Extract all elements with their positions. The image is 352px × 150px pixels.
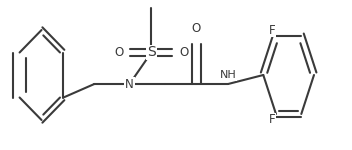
- Text: S: S: [147, 45, 156, 60]
- Text: F: F: [269, 24, 276, 37]
- Text: F: F: [269, 113, 276, 126]
- Text: O: O: [114, 46, 124, 59]
- Text: N: N: [125, 78, 134, 90]
- Text: O: O: [179, 46, 188, 59]
- Text: NH: NH: [220, 70, 237, 80]
- Text: O: O: [192, 22, 201, 35]
